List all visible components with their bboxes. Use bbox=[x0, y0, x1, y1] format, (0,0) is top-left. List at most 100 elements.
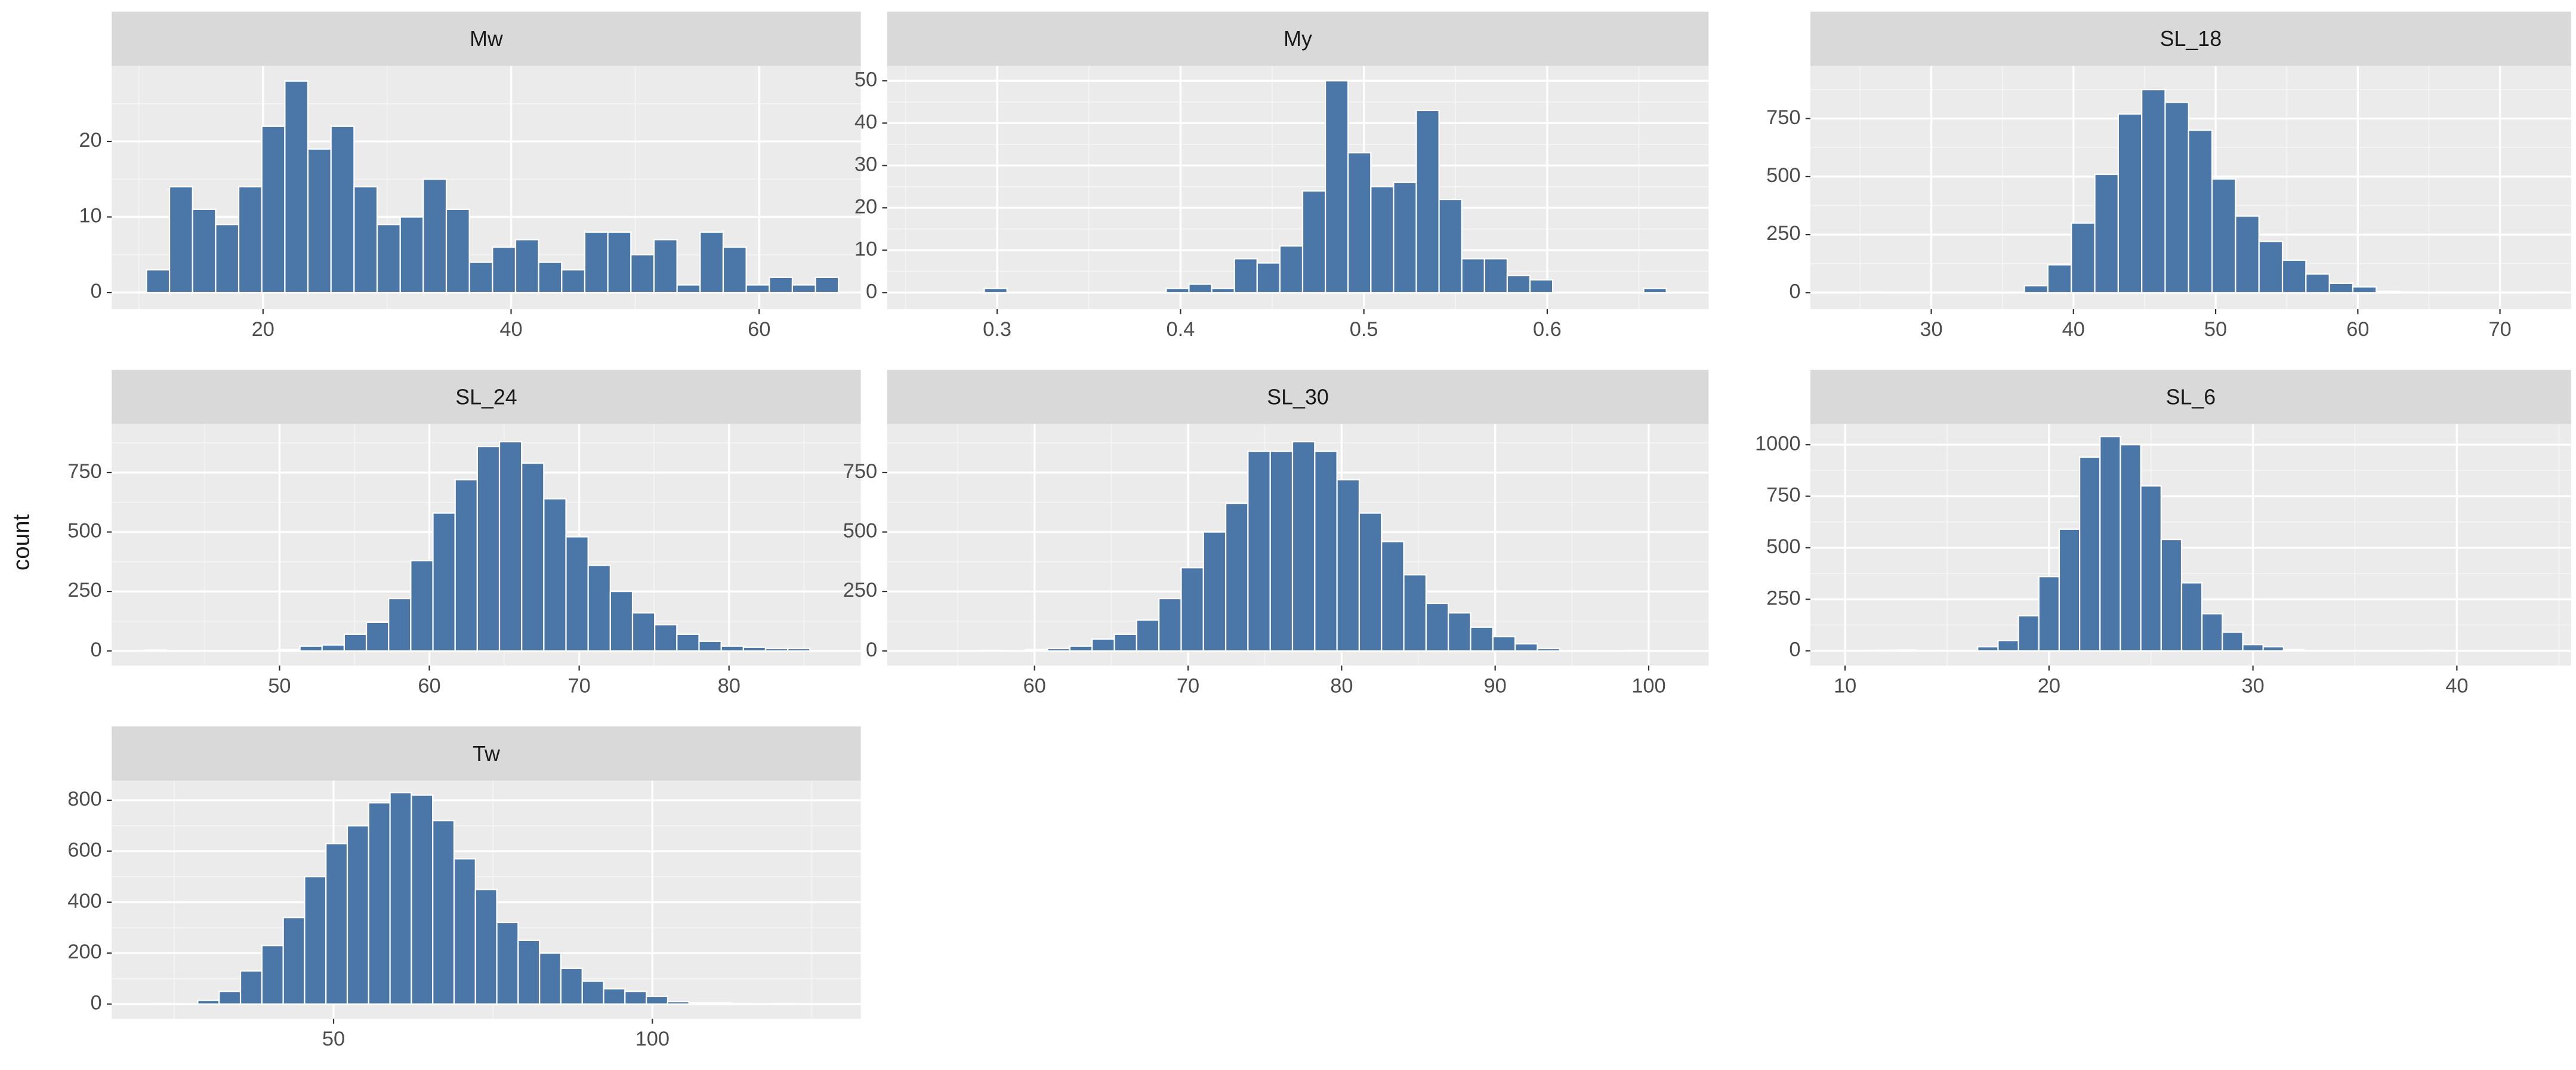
histogram-bar bbox=[676, 284, 701, 294]
histogram-bar bbox=[1256, 262, 1281, 294]
histogram-bar bbox=[445, 208, 470, 294]
histogram-bar bbox=[581, 980, 604, 1005]
histogram-bar bbox=[2222, 631, 2244, 652]
histogram-bar bbox=[146, 269, 171, 294]
histogram-bar bbox=[720, 645, 744, 652]
histogram-bar bbox=[304, 875, 327, 1005]
histogram-bar bbox=[321, 644, 345, 652]
histogram-bar bbox=[722, 246, 747, 294]
strip-label: SL_30 bbox=[1267, 385, 1328, 409]
y-tick-label: 750 bbox=[67, 460, 101, 483]
x-tick-label: 10 bbox=[1834, 674, 1856, 697]
histogram-bar bbox=[2117, 113, 2143, 294]
histogram-bar bbox=[561, 269, 586, 294]
x-tick-label: 70 bbox=[567, 674, 590, 697]
histogram-bar bbox=[2099, 436, 2121, 652]
x-tick-label: 100 bbox=[1631, 674, 1665, 697]
histogram-bar bbox=[453, 858, 476, 1005]
histogram-bar bbox=[492, 246, 517, 294]
panel: SL_30 60 70 80 90 100 0 250 500 750 bbox=[843, 369, 1709, 697]
histogram-bar bbox=[1997, 640, 2019, 652]
histogram-bar bbox=[2282, 649, 2305, 652]
panel: SL_24 50 60 70 80 0 250 500 750 bbox=[67, 369, 861, 697]
x-tick-label: 30 bbox=[1920, 318, 1942, 341]
x-tick-label: 20 bbox=[252, 318, 274, 341]
histogram-bar bbox=[388, 597, 412, 652]
histogram-bar bbox=[282, 917, 306, 1005]
panel: Mw 20 40 60 0 10 20 bbox=[79, 11, 861, 341]
histogram-bar bbox=[432, 820, 455, 1005]
strip-label: SL_18 bbox=[2160, 27, 2222, 51]
panel: My 0.3 0.4 0.5 0.6 0 10 20 30 40 50 bbox=[854, 11, 1709, 341]
histogram-bar bbox=[1233, 258, 1258, 294]
y-tick-label: 750 bbox=[843, 460, 877, 483]
histogram-bar bbox=[2047, 264, 2072, 294]
histogram-bar bbox=[1136, 619, 1160, 652]
histogram-bar bbox=[1875, 649, 1897, 652]
histogram-bar bbox=[168, 186, 193, 294]
histogram-bar bbox=[742, 646, 767, 652]
histogram-bar bbox=[514, 239, 539, 294]
histogram-bar bbox=[2017, 615, 2040, 652]
y-tick-label: 0 bbox=[866, 280, 877, 303]
histogram-bar bbox=[2160, 538, 2183, 652]
histogram-bar bbox=[1415, 109, 1440, 294]
histogram-bar bbox=[2425, 649, 2448, 652]
histogram-bar bbox=[197, 1000, 220, 1005]
strip bbox=[887, 11, 1709, 66]
histogram-bar bbox=[584, 231, 609, 294]
histogram-bar bbox=[1165, 288, 1190, 294]
strip-label: Tw bbox=[473, 742, 500, 766]
histogram-bar bbox=[1358, 512, 1383, 652]
x-tick-label: 80 bbox=[1330, 674, 1353, 697]
histogram-bar bbox=[1529, 279, 1554, 294]
histogram-bar bbox=[539, 952, 562, 1005]
histogram-bar bbox=[1291, 441, 1316, 652]
histogram-bar bbox=[1113, 633, 1137, 652]
histogram-bar bbox=[980, 649, 1004, 652]
histogram-bar bbox=[2140, 485, 2162, 652]
histogram-bar bbox=[543, 498, 567, 652]
histogram-bar bbox=[1347, 152, 1372, 294]
histogram-bar bbox=[565, 536, 589, 652]
x-tick-label: 0.4 bbox=[1166, 318, 1195, 341]
x-tick-label: 60 bbox=[2346, 318, 2369, 341]
x-tick-label: 30 bbox=[2241, 674, 2264, 697]
histogram-bar bbox=[676, 633, 700, 652]
x-tick-label: 0.5 bbox=[1350, 318, 1378, 341]
y-tick-label: 800 bbox=[67, 788, 101, 810]
histogram-bar bbox=[498, 441, 523, 652]
histogram-bar bbox=[1470, 626, 1494, 652]
histogram-bar bbox=[376, 224, 401, 294]
x-tick-label: 40 bbox=[499, 318, 522, 341]
histogram-bar bbox=[1977, 646, 1999, 652]
y-tick-label: 20 bbox=[854, 195, 877, 218]
histogram-bar bbox=[2079, 456, 2101, 652]
histogram-bar bbox=[368, 802, 391, 1005]
histogram-bar bbox=[653, 239, 678, 294]
histogram-bar bbox=[2023, 285, 2049, 294]
histogram-bar bbox=[709, 1002, 733, 1005]
histogram-bar bbox=[2281, 259, 2307, 294]
histogram-bar bbox=[192, 208, 217, 294]
x-tick-label: 0.6 bbox=[1533, 318, 1562, 341]
y-tick-label: 250 bbox=[843, 579, 877, 602]
y-tick-label: 200 bbox=[67, 941, 101, 963]
histogram-bar bbox=[624, 991, 647, 1005]
histogram-bar bbox=[1461, 258, 1485, 294]
y-tick-label: 750 bbox=[1766, 106, 1800, 129]
histogram-bar bbox=[815, 276, 840, 294]
strip-label: SL_6 bbox=[2166, 385, 2216, 409]
histogram-bar bbox=[1301, 190, 1326, 294]
histogram-bar bbox=[474, 889, 498, 1005]
y-tick-label: 750 bbox=[1766, 484, 1800, 507]
histogram-bar bbox=[432, 512, 456, 652]
histogram-bar bbox=[1859, 291, 1884, 294]
histogram-bar bbox=[2058, 528, 2081, 652]
histogram-bar bbox=[1393, 181, 1417, 294]
histogram-bar bbox=[284, 80, 309, 294]
histogram-bar bbox=[1514, 643, 1538, 652]
panel: SL_18 30 40 50 60 70 0 250 500 750 bbox=[1766, 11, 2571, 341]
histogram-bar bbox=[2164, 101, 2189, 294]
